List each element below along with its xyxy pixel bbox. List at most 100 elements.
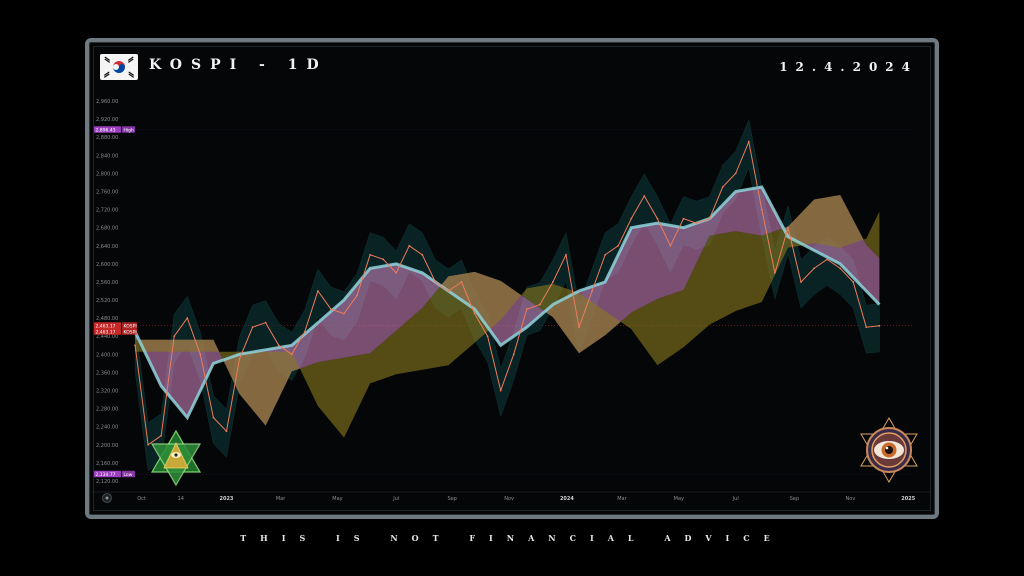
data-point-kospi xyxy=(630,217,633,220)
y-tick-label: 2,600.00 xyxy=(96,262,118,268)
data-point-kospi xyxy=(134,344,136,347)
data-point-kospi xyxy=(434,281,437,283)
x-tick-label: Nov xyxy=(846,496,856,502)
price-tag-kospi xyxy=(94,328,121,335)
data-point-kospi xyxy=(617,244,620,247)
data-point-kospi xyxy=(669,244,672,247)
x-tick-label: Jul xyxy=(392,496,399,502)
y-tick-label: 2,440.00 xyxy=(96,334,118,340)
data-point-kospi xyxy=(316,290,319,292)
series-line-moving-average xyxy=(133,185,881,421)
y-tick-label: 2,480.00 xyxy=(96,316,118,322)
y-tick-label: 2,520.00 xyxy=(96,298,118,304)
price-tag-value: 2,463.17 xyxy=(96,323,116,329)
y-tick-label: 2,240.00 xyxy=(96,425,118,431)
data-point-kospi xyxy=(186,317,189,320)
data-point-kospi xyxy=(473,312,476,315)
data-point-kospi xyxy=(525,308,528,310)
data-point-kospi xyxy=(447,290,450,292)
price-tag-value: 2,134.77 xyxy=(96,472,116,478)
pyramid-eye-icon xyxy=(150,429,202,487)
data-point-kospi xyxy=(682,217,685,220)
price-tag-label-box xyxy=(122,470,135,478)
price-tag-label: KOSPI xyxy=(124,323,137,329)
data-point-kospi xyxy=(747,140,750,143)
x-tick-label: Oct xyxy=(137,496,146,502)
y-tick-label: 2,720.00 xyxy=(96,208,118,214)
data-point-kospi xyxy=(826,258,829,261)
ma-cloud-lower xyxy=(135,195,880,438)
x-tick-label: Nov xyxy=(504,496,514,502)
x-tick-label: Mar xyxy=(617,496,627,502)
data-point-kospi xyxy=(356,294,358,297)
y-tick-label: 2,280.00 xyxy=(96,407,118,413)
y-tick-label: 2,320.00 xyxy=(96,389,118,395)
data-point-kospi xyxy=(160,434,163,437)
series-line-kospi xyxy=(134,140,880,446)
price-tag-value: 2,896.43 xyxy=(96,127,116,133)
x-tick-label: May xyxy=(332,496,342,502)
data-point-kospi xyxy=(277,344,280,347)
data-point-kospi xyxy=(578,326,580,329)
data-point-kospi xyxy=(395,272,398,274)
data-point-kospi xyxy=(708,217,711,220)
y-tick-label: 2,400.00 xyxy=(96,352,118,358)
data-point-kospi xyxy=(264,321,267,324)
y-tick-label: 2,840.00 xyxy=(96,153,118,159)
data-point-kospi xyxy=(552,281,554,283)
price-tag-label: Low xyxy=(124,472,133,478)
y-tick-label: 2,800.00 xyxy=(96,171,118,177)
x-tick-label: 2024 xyxy=(560,496,574,502)
x-axis: Oct 14 2023 Mar May Jul Sep Nov 2024 Mar May Jul Sep… xyxy=(137,496,915,502)
y-tick-label: 2,560.00 xyxy=(96,280,118,286)
data-point-kospi xyxy=(238,357,241,360)
data-point-kospi xyxy=(421,253,424,256)
data-point-kospi xyxy=(591,290,593,292)
price-tag-high xyxy=(94,126,121,133)
data-point-kospi xyxy=(773,272,776,274)
data-point-kospi xyxy=(852,281,855,283)
price-tag-label-box xyxy=(122,328,137,335)
y-tick-label: 2,680.00 xyxy=(96,226,118,232)
price-tag-label-box xyxy=(122,126,135,133)
data-point-kospi xyxy=(225,430,228,433)
y-axis: 2,960.00 2,920.00 2,880.00 2,840.00 2,800.00… xyxy=(96,99,118,485)
price-tag-label: KOSPI xyxy=(124,329,137,335)
data-point-kospi xyxy=(839,267,842,270)
data-point-kospi xyxy=(878,324,881,327)
price-markers: 2,896.43 High 2,463.17 KOSPI 2,463.17 KOSPI 2,… xyxy=(94,126,137,478)
data-point-kospi xyxy=(486,335,489,338)
data-point-kospi xyxy=(538,303,541,306)
data-point-kospi xyxy=(212,416,215,419)
y-tick-label: 2,960.00 xyxy=(96,99,118,105)
data-point-kospi xyxy=(199,353,202,356)
data-point-kospi xyxy=(565,253,567,256)
data-point-kospi xyxy=(721,186,724,188)
x-tick-label: May xyxy=(674,496,684,502)
x-tick-label: 2025 xyxy=(901,496,915,502)
data-point-kospi xyxy=(734,172,737,175)
chart-inner-border xyxy=(93,46,931,511)
data-point-kospi xyxy=(499,389,502,392)
price-tag-low xyxy=(94,470,121,478)
settings-icon[interactable] xyxy=(102,493,112,503)
disclaimer: THIS IS NOT FINANCIAL ADVICE xyxy=(240,533,784,543)
y-tick-label: 2,360.00 xyxy=(96,370,118,376)
chart-title: KOSPI - 1D xyxy=(149,57,328,73)
data-point-kospi xyxy=(760,208,763,211)
data-point-kospi xyxy=(251,326,254,329)
data-point-kospi xyxy=(800,281,802,283)
price-tag-kospi xyxy=(94,322,121,329)
price-tag-label: High xyxy=(124,127,134,133)
x-tick-label: Sep xyxy=(447,496,456,502)
eye-emblem-icon xyxy=(860,417,918,483)
grid-layer xyxy=(92,129,930,493)
data-point-kospi xyxy=(173,335,176,338)
series-layer xyxy=(133,140,881,446)
data-point-kospi xyxy=(695,222,698,225)
data-point-kospi xyxy=(512,353,515,356)
data-point-kospi xyxy=(604,253,607,256)
y-tick-label: 2,880.00 xyxy=(96,135,118,141)
x-tick-label: 14 xyxy=(178,496,184,502)
